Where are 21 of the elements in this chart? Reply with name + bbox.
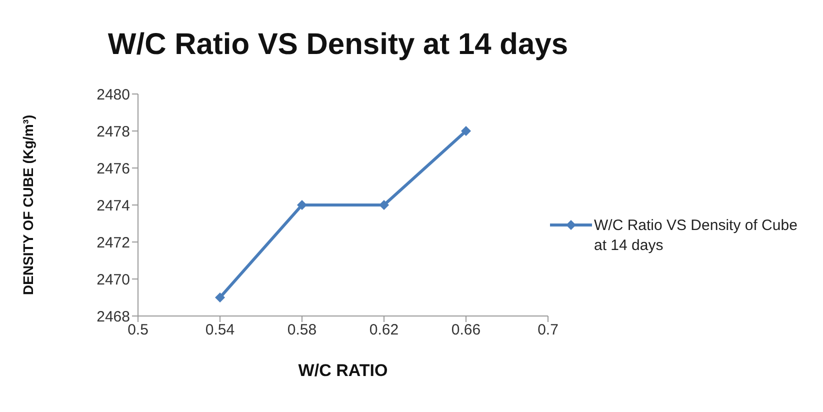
x-tick-label: 0.58 bbox=[287, 322, 317, 339]
x-tick-label: 0.5 bbox=[128, 322, 148, 339]
point bbox=[379, 200, 389, 210]
y-tick-label: 2472 bbox=[96, 234, 130, 252]
chart-title: W/C Ratio VS Density at 14 days bbox=[106, 28, 570, 62]
legend-label: W/C Ratio VS Density of Cube at 14 days bbox=[594, 216, 798, 256]
y-tick-label: 2468 bbox=[96, 308, 130, 326]
x-axis-title: W/C RATIO bbox=[298, 361, 388, 380]
y-tick-label: 2476 bbox=[96, 160, 130, 178]
y-tick-label: 2480 bbox=[96, 86, 130, 104]
x-tick-label: 0.54 bbox=[205, 322, 235, 339]
y-tick-label: 2478 bbox=[96, 123, 130, 140]
y-tick-label: 2470 bbox=[96, 271, 130, 288]
x-tick-label: 0.62 bbox=[369, 322, 399, 339]
x-tick-label: 0.66 bbox=[451, 322, 481, 339]
point bbox=[215, 292, 225, 302]
point bbox=[461, 126, 471, 136]
point bbox=[297, 200, 307, 210]
x-tick-label: 0.7 bbox=[538, 322, 558, 339]
y-tick-label: 2474 bbox=[96, 197, 130, 214]
y-axis-title: DENSITY OF CUBE (Kg/m³) bbox=[20, 114, 36, 295]
